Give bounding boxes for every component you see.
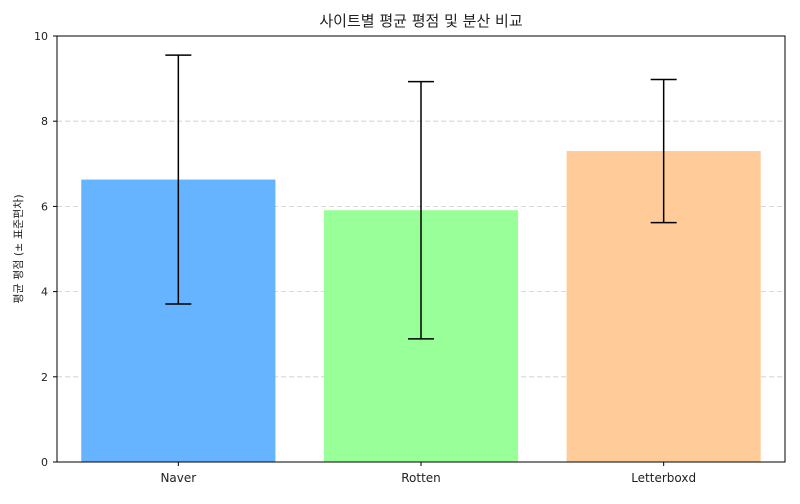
y-tick-label: 8 [41, 115, 48, 128]
y-tick-label: 4 [41, 286, 48, 299]
y-axis-ticks: 0 2 4 6 8 10 [34, 30, 57, 469]
x-tick-label: Rotten [401, 471, 441, 485]
x-tick-label: Naver [160, 471, 196, 485]
error-bars [165, 54, 677, 340]
y-tick-label: 6 [41, 200, 48, 213]
x-axis-ticks: Naver Rotten Letterboxd [160, 462, 696, 485]
chart-title: 사이트별 평균 평점 및 분산 비교 [319, 12, 522, 30]
y-tick-label: 2 [41, 371, 48, 384]
y-tick-label: 0 [41, 456, 48, 469]
y-axis-label: 평균 평점 (± 표준편차) [12, 194, 25, 303]
y-tick-label: 10 [34, 30, 48, 43]
x-tick-label: Letterboxd [631, 471, 696, 485]
